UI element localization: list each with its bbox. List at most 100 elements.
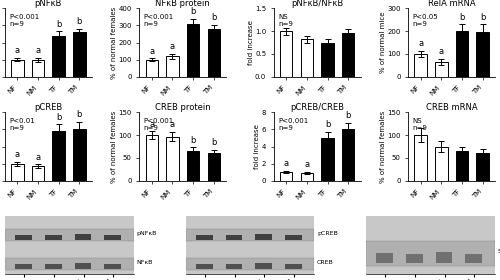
Title: pNFκB: pNFκB [34, 0, 62, 8]
Y-axis label: % of normal females: % of normal females [111, 6, 117, 79]
Bar [255, 263, 272, 269]
Text: P<0.01
n=9: P<0.01 n=9 [10, 118, 35, 131]
Bar [226, 235, 242, 240]
Bar [186, 229, 314, 241]
Bar [52, 131, 65, 181]
Title: CREB mRNA: CREB mRNA [426, 102, 478, 112]
Text: NS
n=9: NS n=9 [412, 118, 428, 131]
Text: pNFκB: pNFκB [136, 231, 157, 236]
Bar [414, 135, 427, 181]
Text: b: b [56, 20, 62, 29]
Bar [74, 234, 92, 240]
Bar [11, 60, 24, 77]
Bar [11, 164, 24, 181]
Bar [52, 36, 65, 77]
Bar [476, 153, 489, 181]
Bar [146, 60, 158, 77]
Bar [74, 263, 92, 269]
Bar [476, 32, 489, 77]
Y-axis label: % of normal females: % of normal females [111, 110, 117, 183]
Text: b: b [56, 113, 62, 122]
Text: b: b [76, 110, 82, 119]
Bar [166, 137, 178, 181]
Bar [255, 234, 272, 240]
Bar [414, 54, 427, 77]
Y-axis label: fold increase: fold increase [254, 124, 260, 169]
Text: b: b [76, 17, 82, 26]
Bar [208, 29, 220, 77]
Bar [16, 235, 32, 240]
Text: b: b [211, 13, 216, 22]
Bar [280, 31, 292, 77]
Text: b: b [325, 120, 330, 129]
Bar [456, 151, 468, 181]
Bar [435, 146, 448, 181]
Bar [166, 56, 178, 77]
Bar [435, 62, 448, 77]
Bar [208, 153, 220, 181]
Text: P<0.001
n=9: P<0.001 n=9 [144, 14, 174, 27]
Text: STAT5: STAT5 [498, 249, 500, 254]
Bar [187, 24, 200, 77]
Bar [300, 39, 313, 77]
Title: pCREB/CREB: pCREB/CREB [290, 102, 344, 112]
Bar [5, 258, 134, 270]
Text: a: a [284, 159, 289, 168]
Bar [187, 151, 200, 181]
Bar [322, 138, 334, 181]
Text: CREB: CREB [317, 260, 334, 265]
Bar [104, 235, 121, 240]
Text: b: b [211, 138, 216, 147]
Bar [436, 252, 452, 263]
Text: P<0.001
n=9: P<0.001 n=9 [144, 118, 174, 131]
Bar [342, 129, 354, 181]
Bar [376, 253, 393, 263]
Bar [466, 253, 482, 263]
Bar [73, 129, 86, 181]
Bar [32, 166, 44, 181]
Title: CREB protein: CREB protein [155, 102, 210, 112]
Bar [186, 258, 314, 270]
Bar [196, 235, 212, 240]
Bar [104, 264, 121, 269]
Y-axis label: % of normal mice: % of normal mice [380, 12, 386, 73]
Text: NS
n=9: NS n=9 [278, 14, 293, 27]
Bar [285, 235, 302, 240]
Text: a: a [150, 46, 154, 55]
Text: a: a [304, 160, 310, 169]
Bar [196, 264, 212, 269]
Bar [342, 33, 354, 77]
Text: P<0.05
n=9: P<0.05 n=9 [412, 14, 438, 27]
Text: a: a [150, 120, 154, 129]
Bar [456, 31, 468, 77]
Bar [285, 264, 302, 269]
Text: NFκB: NFκB [136, 260, 153, 265]
Title: NFκB protein: NFκB protein [156, 0, 210, 8]
Bar [146, 135, 158, 181]
Text: a: a [36, 46, 41, 55]
Text: P<0.001
n=9: P<0.001 n=9 [278, 118, 308, 131]
Text: a: a [15, 150, 20, 159]
Bar [300, 173, 313, 181]
Text: a: a [170, 120, 175, 129]
Text: P<0.001
n=9: P<0.001 n=9 [10, 14, 40, 27]
Bar [406, 254, 423, 263]
Title: pNFκB/NFκB: pNFκB/NFκB [291, 0, 344, 8]
Text: a: a [439, 47, 444, 57]
Y-axis label: % of normal females: % of normal females [380, 110, 386, 183]
Bar [322, 43, 334, 77]
Bar [16, 264, 32, 269]
Text: b: b [460, 13, 464, 22]
Text: b: b [346, 111, 351, 120]
Bar [73, 32, 86, 77]
Text: b: b [190, 136, 196, 145]
Bar [366, 241, 495, 266]
Text: a: a [15, 46, 20, 55]
Y-axis label: fold increase: fold increase [248, 20, 254, 65]
Bar [45, 264, 62, 269]
Text: b: b [190, 7, 196, 16]
Bar [226, 264, 242, 269]
Bar [32, 60, 44, 77]
Text: pCREB: pCREB [317, 231, 338, 236]
Text: a: a [36, 153, 41, 162]
